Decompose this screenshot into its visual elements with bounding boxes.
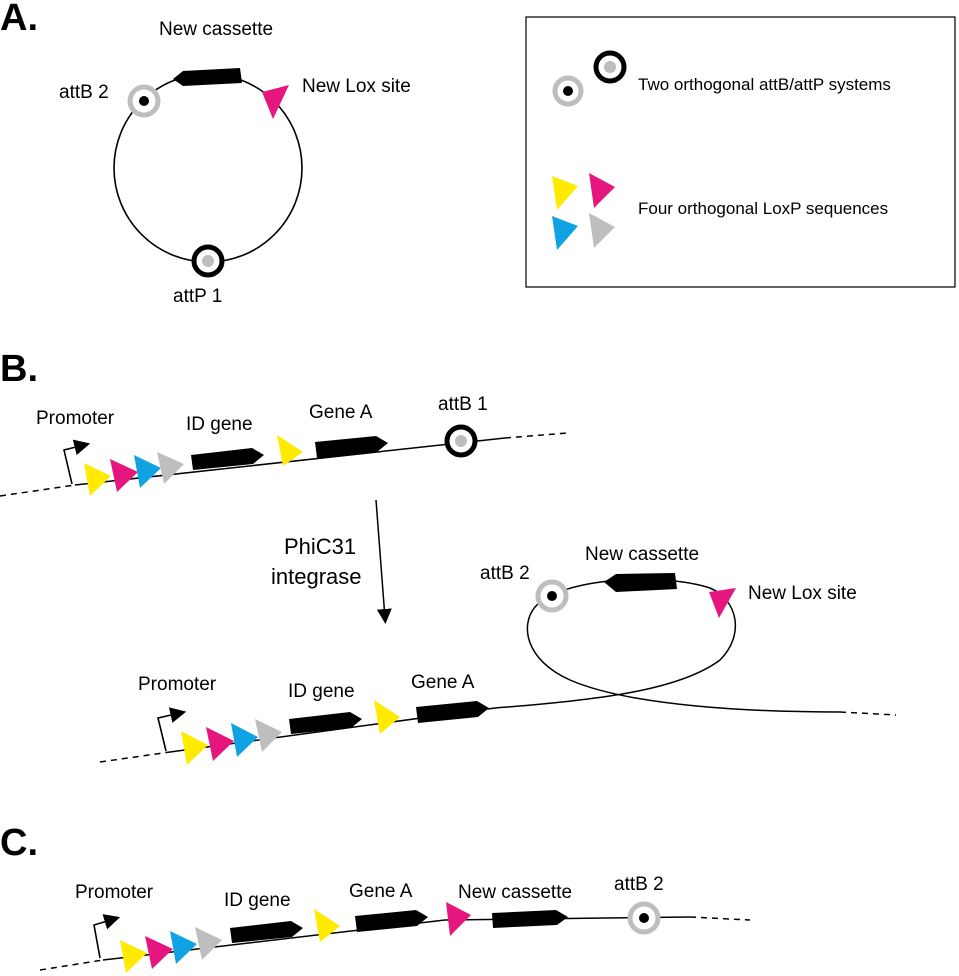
label-attb1-b1: attB 1 (438, 394, 488, 415)
legend-loxp-cyan (552, 216, 578, 250)
attb1-marker (444, 424, 478, 458)
plasmid-a (113, 68, 303, 278)
label-attb2-b: attB 2 (480, 563, 530, 584)
attb2-marker-b (535, 579, 569, 613)
label-promoter-b2: Promoter (138, 674, 217, 695)
panel-b-letter: B. (0, 348, 38, 390)
new-cassette-b (604, 573, 677, 592)
new-lox-site-triangle (262, 85, 289, 119)
legend-attb-icon (552, 75, 584, 107)
label-new-cassette-c: New cassette (458, 882, 572, 903)
attp1-marker (191, 244, 225, 278)
promoter-arrow-b2 (157, 707, 187, 752)
label-id-gene-b1: ID gene (186, 414, 253, 435)
label-attb2-a: attB 2 (59, 82, 109, 103)
panel-c-letter: C. (0, 822, 38, 864)
promoter-arrow (63, 439, 91, 485)
label-promoter-c: Promoter (75, 882, 154, 903)
label-promoter-b1: Promoter (36, 408, 115, 429)
legend-attb-label: Two orthogonal attB/attP systems (638, 75, 891, 94)
chromosome-b-bottom (99, 573, 897, 765)
gene-a-b2 (416, 701, 489, 723)
label-new-lox-site-b: New Lox site (748, 583, 857, 604)
attb2-marker-c (627, 901, 661, 935)
id-gene-top (191, 448, 264, 470)
label-gene-a-b2: Gene A (411, 672, 475, 693)
legend-loxp-label: Four orthogonal LoxP sequences (638, 199, 888, 218)
label-gene-a-c: Gene A (349, 881, 413, 902)
promoter-arrow-c (93, 914, 121, 959)
panel-a-letter: A. (0, 0, 38, 39)
label-new-cassette-b: New cassette (585, 544, 699, 565)
label-new-lox-site-a: New Lox site (302, 76, 411, 97)
chromosome-b-top (0, 424, 568, 497)
label-id-gene-c: ID gene (224, 890, 291, 911)
label-attp1-a: attP 1 (173, 286, 222, 307)
label-attb2-c: attB 2 (614, 874, 664, 895)
label-enzyme-line1: PhiC31 (284, 534, 356, 559)
legend-box: Two orthogonal attB/attP systems Four or… (525, 16, 956, 288)
new-lox-site-c (446, 902, 471, 936)
gene-a-top (315, 436, 388, 458)
legend-loxp-gray (589, 213, 615, 248)
legend-loxp-magenta (589, 173, 615, 208)
attb2-marker (127, 84, 161, 118)
reaction-arrow (375, 499, 392, 624)
label-id-gene-b2: ID gene (288, 681, 355, 702)
id-gene-b2 (289, 712, 362, 734)
label-new-cassette-a: New cassette (159, 19, 273, 40)
new-cassette-gene (173, 68, 242, 86)
new-lox-site-b (709, 588, 736, 618)
id-gene-c (230, 921, 303, 943)
new-cassette-c (492, 910, 568, 928)
chromosome-c (39, 901, 751, 973)
legend-loxp-yellow (552, 176, 578, 210)
label-gene-a-b1: Gene A (309, 402, 373, 423)
gene-a-c (355, 910, 428, 932)
label-enzyme-line2: integrase (271, 564, 362, 589)
legend-attp-icon (593, 50, 627, 84)
